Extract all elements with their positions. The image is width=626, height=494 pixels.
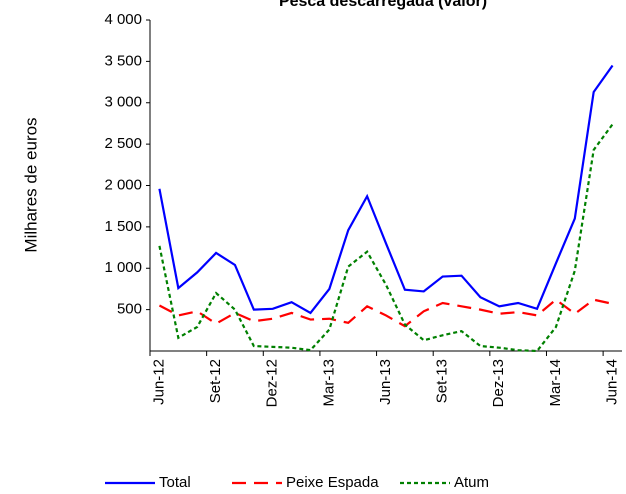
- line-series: [158, 64, 614, 315]
- x-tick-label: Mar-13: [320, 359, 337, 407]
- y-tick-label: 2 000: [104, 176, 142, 193]
- x-tick-label: Jun-12: [150, 359, 167, 405]
- y-tick-label: 3 500: [104, 52, 142, 69]
- y-tick-label: 2 500: [104, 135, 142, 152]
- y-axis-label: Milhares de euros: [21, 117, 40, 252]
- legend-label: Total: [159, 474, 191, 491]
- x-tick-label: Jun-14: [604, 359, 621, 405]
- x-tick-label: Dez-13: [490, 359, 507, 407]
- x-tick-label: Set-13: [434, 359, 451, 403]
- line-series: [158, 298, 613, 328]
- x-tick-label: Set-12: [207, 359, 224, 403]
- x-tick-label: Jun-13: [377, 359, 394, 405]
- y-tick-label: 1 500: [104, 218, 142, 235]
- chart-title: Pesca descarregada (valor): [279, 0, 487, 10]
- y-tick-label: 3 000: [104, 94, 142, 111]
- y-tick-label: 1 000: [104, 259, 142, 276]
- y-tick-label: 4 000: [104, 11, 142, 28]
- legend-label: Atum: [454, 474, 489, 491]
- x-tick-label: Dez-12: [264, 359, 281, 407]
- y-tick-label: 500: [117, 301, 142, 318]
- x-tick-label: Mar-14: [547, 359, 564, 407]
- legend-label: Peixe Espada: [286, 474, 379, 491]
